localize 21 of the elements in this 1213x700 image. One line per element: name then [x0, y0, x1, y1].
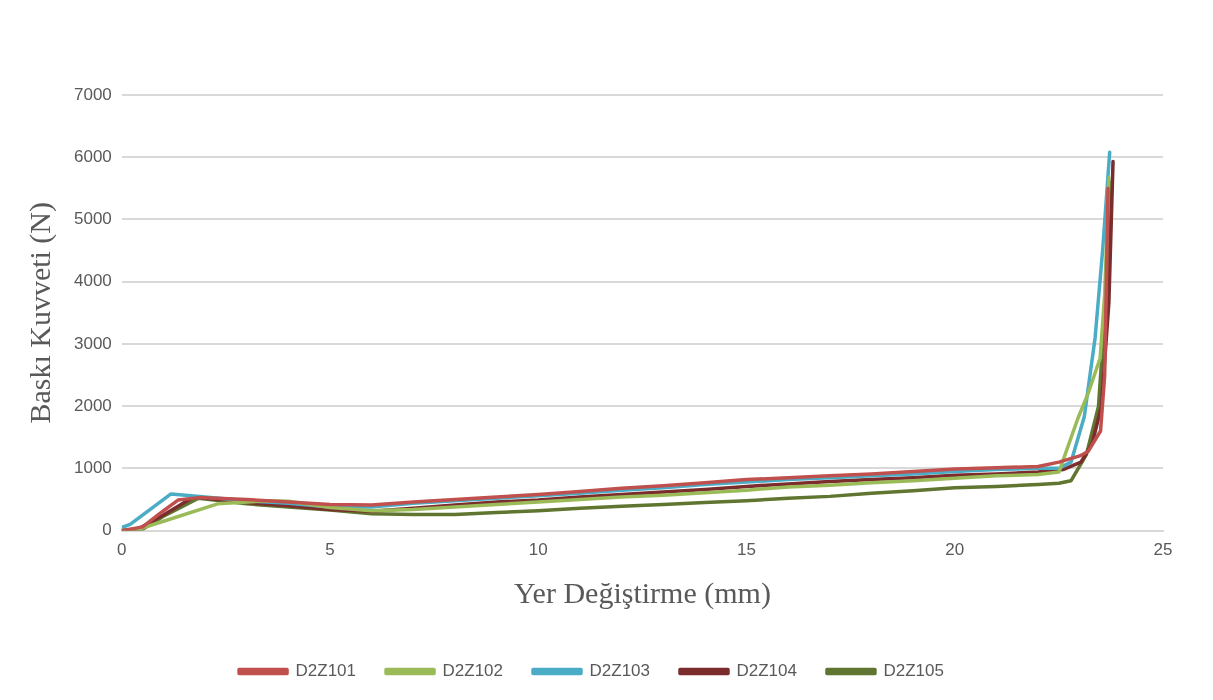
legend-label: D2Z103: [589, 661, 650, 681]
legend-label: D2Z102: [442, 661, 504, 681]
x-tick-label: 25: [1153, 540, 1173, 560]
x-axis-title: Yer Değiştirme (mm): [513, 575, 771, 610]
y-tick-label: 6000: [73, 146, 112, 166]
x-tick-label: 10: [528, 540, 548, 560]
x-tick-label: 20: [945, 540, 965, 560]
y-tick-label: 4000: [73, 271, 112, 291]
y-axis-title: Baskı Kuvveti (N): [22, 201, 57, 424]
x-tick-label: 15: [737, 540, 756, 560]
y-tick-label: 2000: [73, 395, 112, 415]
legend-label: D2Z104: [736, 661, 797, 681]
y-tick-label: 1000: [73, 458, 112, 478]
legend-label: D2Z101: [295, 661, 357, 681]
legend-label: D2Z105: [883, 661, 944, 681]
y-tick-label: 0: [102, 520, 112, 540]
y-tick-label: 3000: [73, 333, 112, 353]
x-tick-label: 5: [325, 540, 335, 560]
y-tick-label: 5000: [73, 209, 112, 229]
y-tick-label: 7000: [73, 84, 112, 104]
x-tick-label: 0: [117, 540, 127, 560]
